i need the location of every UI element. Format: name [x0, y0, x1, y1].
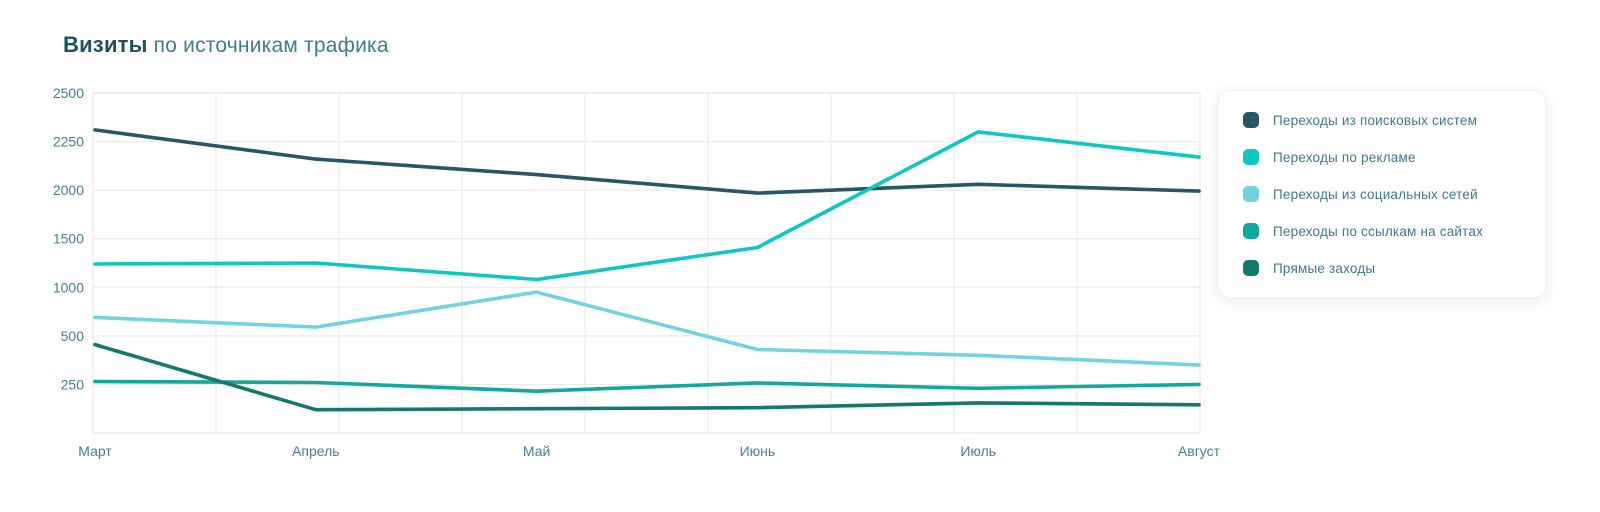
legend-item-2[interactable]: Переходы из социальных сетей [1243, 186, 1521, 202]
legend-swatch-icon [1243, 186, 1259, 202]
y-axis-tick-label: 250 [61, 376, 85, 392]
chart-title: Визиты по источникам трафика [63, 32, 389, 58]
legend-item-3[interactable]: Переходы по ссылкам на сайтах [1243, 223, 1521, 239]
legend-item-4[interactable]: Прямые заходы [1243, 260, 1521, 276]
y-axis-tick-label: 1500 [53, 231, 84, 247]
series-line-2[interactable] [93, 290, 1201, 367]
legend-label: Переходы по ссылкам на сайтах [1273, 223, 1484, 239]
legend-label: Переходы из поисковых систем [1273, 112, 1478, 128]
y-axis-tick-label: 2000 [53, 182, 84, 198]
series-line-3[interactable] [93, 379, 1201, 394]
series-line-4[interactable] [93, 342, 1201, 412]
legend-label: Переходы по рекламе [1273, 149, 1416, 165]
chart-legend: Переходы из поисковых систем Переходы по … [1218, 90, 1546, 298]
series-line-1[interactable] [93, 130, 1201, 282]
x-axis-tick-label: Август [1178, 443, 1221, 459]
chart-title-rest: по источникам трафика [147, 34, 389, 57]
y-axis-tick-label: 1000 [53, 279, 84, 295]
chart-title-bold: Визиты [63, 32, 148, 57]
y-axis-tick-label: 2250 [53, 134, 84, 150]
series-line-0[interactable] [93, 128, 1201, 195]
legend-item-1[interactable]: Переходы по рекламе [1243, 149, 1521, 165]
x-axis-tick-label: Март [78, 443, 112, 459]
legend-swatch-icon [1243, 149, 1259, 165]
x-axis-tick-label: Июль [960, 443, 996, 459]
legend-swatch-icon [1243, 223, 1259, 239]
x-axis-tick-label: Апрель [292, 443, 340, 459]
legend-swatch-icon [1243, 112, 1259, 128]
legend-label: Переходы из социальных сетей [1273, 186, 1478, 202]
x-axis-tick-label: Июнь [740, 443, 776, 459]
legend-swatch-icon [1243, 260, 1259, 276]
legend-label: Прямые заходы [1273, 260, 1376, 276]
y-axis-tick-label: 500 [61, 328, 85, 344]
y-axis-tick-label: 2500 [53, 85, 84, 101]
legend-item-0[interactable]: Переходы из поисковых систем [1243, 112, 1521, 128]
x-axis-tick-label: Май [523, 443, 550, 459]
